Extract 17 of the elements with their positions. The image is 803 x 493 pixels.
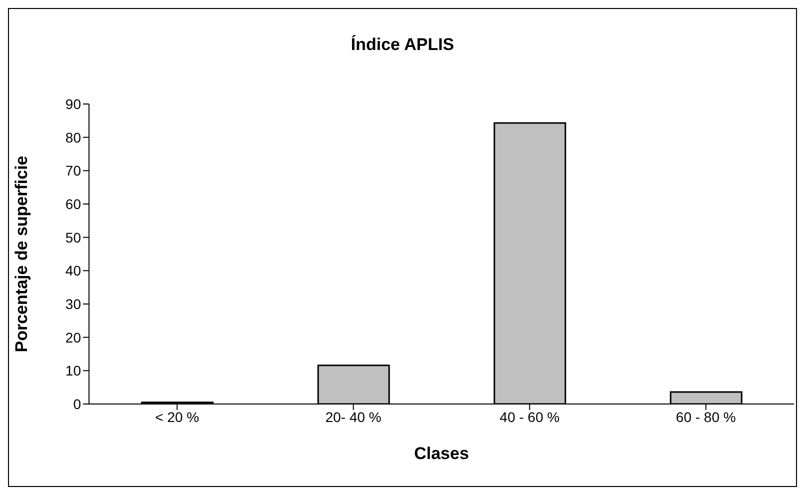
y-tick-label: 90: [65, 96, 82, 112]
y-tick-label: 10: [65, 362, 82, 379]
y-tick-label: 70: [65, 162, 82, 179]
x-tick-label: < 20 %: [155, 408, 200, 425]
x-tick-label: 60 - 80 %: [676, 408, 736, 425]
y-axis-title: Porcentaje de superficie: [12, 156, 32, 352]
chart-title: Índice APLIS: [350, 35, 456, 55]
y-tick-label: 40: [65, 262, 82, 279]
y-tick-label: 20: [65, 329, 82, 346]
x-axis-title: Clases: [414, 444, 469, 463]
y-tick-label: 60: [65, 196, 82, 212]
y-tick-label: 30: [65, 296, 82, 312]
y-tick-label: 0: [73, 396, 82, 412]
x-tick-label: 20- 40 %: [325, 408, 382, 425]
y-tick-label: 80: [65, 129, 82, 146]
x-tick-label: 40 - 60 %: [500, 408, 560, 425]
y-tick-label: 50: [65, 229, 82, 246]
